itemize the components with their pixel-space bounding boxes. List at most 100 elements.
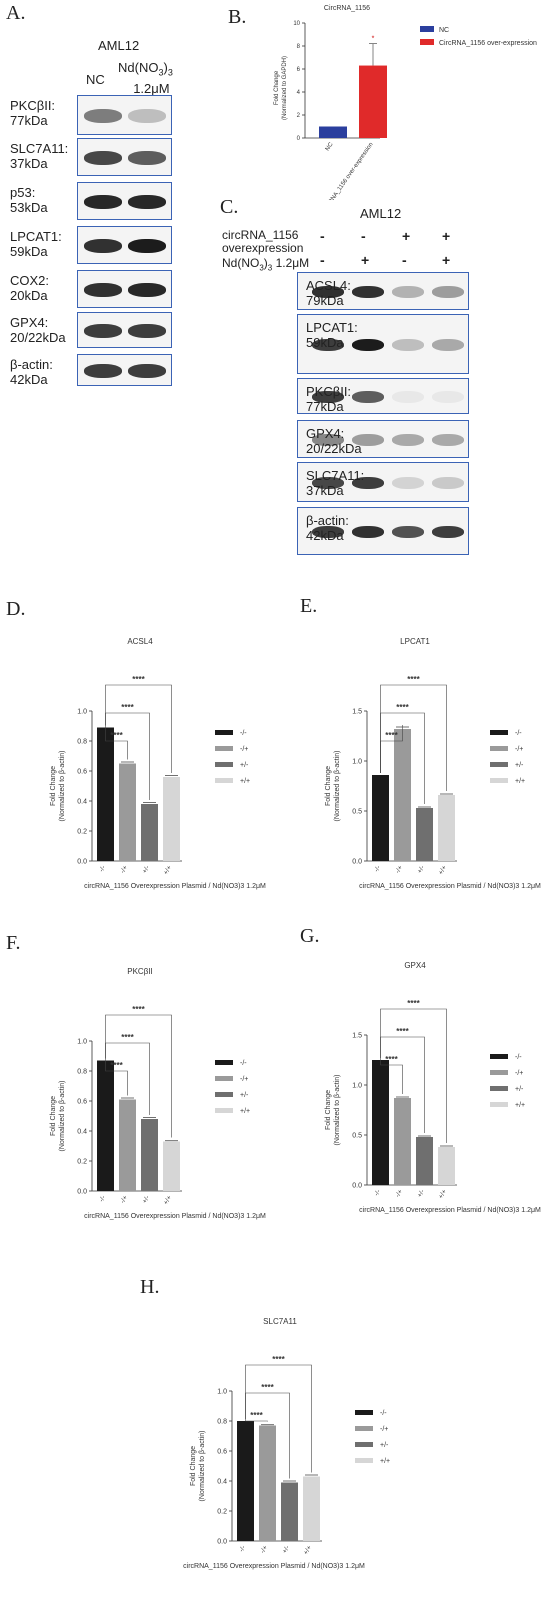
significance-bracket (380, 684, 447, 791)
blot-band (432, 526, 464, 538)
panel-b-letter: B. (228, 6, 247, 28)
panel-c-row-label: β-actin: 42kDa (306, 513, 349, 543)
panel-a-col-nc: NC (86, 72, 105, 87)
y-tick-label: 0.0 (77, 859, 87, 866)
blot-band (352, 391, 384, 403)
significance-bracket (245, 1419, 268, 1422)
panel-c-row-label: ACSL4: 79kDa (306, 278, 351, 308)
panel-c-row-label: LPCAT1: 59kDa (306, 320, 358, 350)
significance-bracket (105, 1058, 128, 1096)
bar-chart-acsl4: ACSL4 0.0 0.2 0.4 0.6 0.8 1.0 Fold Change (Norma… (50, 637, 266, 890)
blot-band (312, 286, 344, 298)
y-tick-label: 0.6 (77, 769, 87, 776)
bar-chart-gpx4: GPX4 0.0 0.5 1.0 1.5 Fold Change (Normalized t… (325, 961, 541, 1214)
legend-label: -/- (240, 1060, 247, 1067)
significance-bracket (380, 1008, 447, 1143)
y-axis-label: Fold Change (50, 1096, 57, 1136)
y-axis-label-2: (Normalized to GAPDH) (282, 56, 288, 120)
legend-swatch (215, 730, 233, 735)
blot-band (392, 286, 424, 298)
bar-chart-lpcat1: LPCAT1 0.0 0.5 1.0 1.5 Fold Change (Normalized… (325, 637, 541, 890)
legend-swatch (215, 762, 233, 767)
panel-a-letter: A. (6, 2, 26, 24)
x-tick-label: +/- (416, 1189, 426, 1199)
protein-name: SLC7A11: (306, 468, 365, 483)
x-tick-label: -/- (373, 1189, 382, 1198)
significance-stars: **** (385, 731, 398, 740)
legend-swatch (355, 1410, 373, 1415)
legend-swatch (355, 1458, 373, 1463)
blot-band (128, 324, 166, 338)
y-tick-label: 0.0 (217, 1539, 227, 1546)
y-tick-label: 2 (297, 113, 301, 119)
legend-label: +/- (240, 1092, 249, 1099)
panel-a-blot (77, 95, 172, 135)
legend-label: -/+ (515, 746, 523, 753)
significance-bracket (245, 1364, 312, 1473)
protein-size: 53kDa (10, 200, 48, 215)
y-tick-label: 1.0 (77, 709, 87, 716)
bar (119, 763, 136, 861)
y-tick-label: 0.2 (217, 1509, 227, 1516)
panel-c-row-label: PKCβII: 77kDa (306, 384, 351, 414)
significance-stars: **** (132, 675, 145, 684)
significance-stars: **** (272, 1355, 285, 1364)
y-tick-label: 1.0 (352, 759, 362, 766)
y-axis-label: Fold Change (325, 1090, 332, 1130)
panel-a-blot (77, 354, 172, 386)
legend-swatch (490, 730, 508, 735)
x-tick-label: +/- (141, 1195, 151, 1205)
legend-label: +/+ (240, 778, 250, 785)
y-tick-label: 0.2 (77, 1159, 87, 1166)
significance-bracket (105, 684, 172, 773)
significance-bracket (105, 725, 128, 760)
protein-size: 77kDa (306, 399, 344, 414)
protein-size: 59kDa (10, 244, 48, 259)
bar (119, 1099, 136, 1191)
blot-band (352, 477, 384, 489)
panel-a-row-label: SLC7A11: 37kDa (10, 141, 68, 171)
condition-1-sign: - (361, 228, 366, 244)
legend-swatch (420, 26, 434, 32)
bar (394, 1098, 411, 1185)
panel-c-blot (297, 462, 469, 502)
protein-name: β-actin: (306, 513, 349, 528)
condition-1-sign: - (320, 228, 325, 244)
x-tick-label: +/+ (162, 864, 173, 876)
legend-label: +/- (380, 1442, 389, 1449)
blot-band (352, 434, 384, 446)
blot-band (352, 286, 384, 298)
bar (359, 65, 387, 138)
protein-size: 79kDa (306, 293, 344, 308)
legend-label: +/- (240, 762, 249, 769)
panel-letter: G. (300, 925, 320, 947)
legend-label: +/- (515, 1086, 524, 1093)
legend-swatch (490, 746, 508, 751)
bar (97, 727, 114, 861)
legend-swatch (420, 39, 434, 45)
protein-name: GPX4: (10, 315, 49, 330)
bar (303, 1476, 320, 1541)
protein-size: 20/22kDa (10, 330, 66, 345)
legend-label: +/+ (380, 1458, 390, 1465)
blot-band (84, 324, 122, 338)
blot-band (128, 109, 166, 123)
blot-band (84, 283, 122, 297)
panel-a-blot (77, 312, 172, 348)
protein-size: 20kDa (10, 288, 48, 303)
chart-title: GPX4 (404, 961, 426, 970)
y-axis-label: Fold Change (190, 1446, 197, 1486)
protein-name: PKCβII: (306, 384, 352, 399)
y-tick-label: 0.6 (77, 1099, 87, 1106)
chart-title: SLC7A11 (263, 1317, 297, 1326)
y-tick-label: 0.6 (217, 1449, 227, 1456)
blot-band (432, 391, 464, 403)
blot-band (128, 364, 166, 378)
x-tick-label: -/- (238, 1545, 247, 1554)
protein-name: β-actin: (10, 357, 53, 372)
protein-name: LPCAT1: (10, 229, 62, 244)
panel-c-blot (297, 314, 469, 374)
significance-stars: **** (110, 1061, 123, 1070)
protein-size: 42kDa (306, 528, 344, 543)
panel-c-row-label: GPX4: 20/22kDa (306, 426, 362, 456)
